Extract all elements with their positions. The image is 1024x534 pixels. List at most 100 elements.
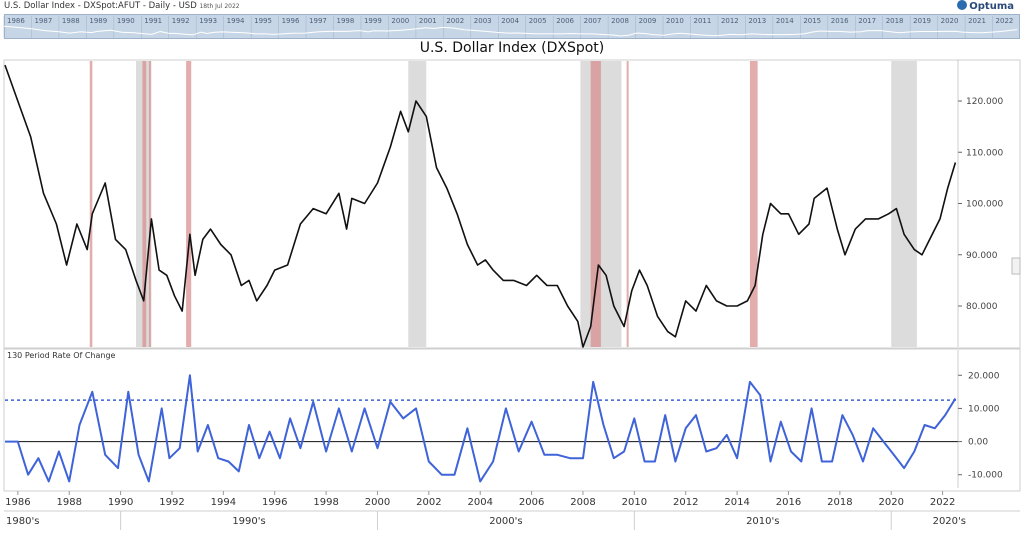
x-tick-label: 1996: [262, 497, 287, 508]
roc-panel: [3, 348, 1021, 492]
x-tick-label: 2006: [519, 497, 544, 508]
price-tick-label: 110.000: [966, 148, 1003, 158]
nav-year-label: 1999: [364, 17, 382, 25]
x-tick-label: 1998: [313, 497, 338, 508]
nav-year-label: 2016: [831, 17, 849, 25]
dollar-index-line: [4, 64, 957, 348]
optuma-logo-text: Optuma: [969, 1, 1014, 12]
x-tick-label: 1992: [159, 497, 184, 508]
x-tick-label: 1990: [108, 497, 133, 508]
price-tick-label: 90.000: [966, 251, 998, 261]
decade-label: 2010's: [746, 516, 779, 527]
roc-line: [5, 374, 957, 483]
decade-label: 2000's: [489, 516, 522, 527]
chart-info: U.S. Dollar Index - DXSpot:AFUT - Daily …: [4, 1, 197, 11]
recession-band: [408, 61, 427, 347]
price-panel: [3, 59, 1021, 349]
highlight-band: [142, 61, 147, 347]
price-tick-label: 100.000: [966, 200, 1003, 210]
x-tick-label: 2000: [365, 497, 390, 508]
nav-year-label: 2015: [803, 17, 821, 25]
highlight-band: [749, 61, 758, 347]
chart-title: U.S. Dollar Index (DXSpot): [419, 40, 605, 56]
nav-year-label: 2014: [776, 17, 794, 25]
nav-year-label: 2009: [639, 17, 657, 25]
nav-year-label: 2018: [886, 17, 904, 25]
nav-year-label: 2004: [501, 17, 519, 25]
decade-label: 2020's: [933, 516, 966, 527]
recession-band: [891, 61, 917, 347]
x-tick-label: 1986: [5, 497, 30, 508]
nav-year-label: 1988: [62, 17, 80, 25]
nav-year-label: 2008: [611, 17, 629, 25]
nav-year-label: 2013: [748, 17, 766, 25]
nav-year-label: 1990: [117, 17, 135, 25]
nav-year-label: 2007: [584, 17, 602, 25]
x-tick-label: 2004: [467, 497, 492, 508]
optuma-logo-icon: [957, 0, 968, 10]
nav-year-label: 1992: [172, 17, 190, 25]
price-tick-label: 80.000: [966, 302, 998, 312]
nav-year-label: 2010: [666, 17, 684, 25]
x-tick-label: 2020: [878, 497, 903, 508]
nav-year-label: 2021: [968, 17, 986, 25]
price-tick-label: 120.000: [966, 97, 1003, 107]
x-tick-label: 2014: [724, 497, 749, 508]
x-tick-label: 2018: [827, 497, 852, 508]
nav-year-label: 1995: [254, 17, 272, 25]
optuma-logo: Optuma: [957, 0, 1014, 12]
nav-mini-line: [3, 25, 1018, 37]
nav-year-label: 2005: [529, 17, 547, 25]
price-axis-ticks: 80.000 90.000 100.000 110.000 120.000: [958, 97, 1003, 312]
nav-year-label: 1993: [199, 17, 217, 25]
roc-tick-label: 10.000: [968, 404, 1000, 414]
nav-year-label: 2003: [474, 17, 492, 25]
x-tick-label: 1988: [56, 497, 81, 508]
nav-year-label: 2002: [446, 17, 464, 25]
x-tick-label: 2008: [570, 497, 595, 508]
roc-axis-ticks: -10.000 0.00 10.000 20.000: [958, 371, 1003, 481]
x-axis-ticks: 1986 1988 1990 1992 1994 1996 1998 2000 2002 2004…: [5, 491, 955, 508]
nav-year-label: 2000: [391, 17, 409, 25]
nav-year-label: 2019: [913, 17, 931, 25]
x-tick-label: 2010: [622, 497, 647, 508]
x-tick-label: 2002: [416, 497, 441, 508]
nav-year-label: 2011: [693, 17, 711, 25]
highlight-band: [590, 61, 601, 347]
roc-panel-title: 130 Period Rate Of Change: [7, 351, 116, 360]
highlight-band: [148, 61, 151, 347]
roc-tick-label: -10.000: [968, 471, 1003, 481]
nav-year-label: 1989: [89, 17, 107, 25]
nav-year-label: 2022: [996, 17, 1014, 25]
chart-date: 18th Jul 2022: [199, 3, 240, 10]
decade-label: 1980's: [6, 516, 39, 527]
nav-year-label: 2006: [556, 17, 574, 25]
nav-year-label: 2017: [858, 17, 876, 25]
x-tick-label: 1994: [211, 497, 236, 508]
decade-labels: 1980's 1990's 2000's 2010's 2020's: [6, 511, 966, 530]
recession-band: [580, 61, 622, 347]
x-tick-label: 2012: [673, 497, 698, 508]
highlight-band: [89, 61, 93, 347]
nav-year-label: 2012: [721, 17, 739, 25]
decade-label: 1990's: [232, 516, 265, 527]
nav-year-label: 1991: [144, 17, 162, 25]
nav-year-label: 2020: [941, 17, 959, 25]
highlight-band: [626, 61, 629, 347]
nav-year-label: 1994: [227, 17, 245, 25]
nav-year-label: 1998: [337, 17, 355, 25]
nav-year-label: 2001: [419, 17, 437, 25]
nav-year-label: 1997: [309, 17, 327, 25]
highlight-band: [186, 61, 192, 347]
roc-tick-label: 0.00: [968, 438, 988, 448]
nav-year-label: 1986: [7, 17, 25, 25]
nav-year-label: 1996: [282, 17, 300, 25]
navigator-years: 1986 1987 1988 1989 1990 1991 1992 1993 1994 1995…: [3, 16, 1018, 38]
panel-resize-handle: [1011, 257, 1021, 275]
x-tick-label: 2022: [930, 497, 955, 508]
nav-year-label: 1987: [34, 17, 52, 25]
navigator-bar[interactable]: [4, 14, 1020, 39]
roc-tick-label: 20.000: [968, 371, 1000, 381]
x-tick-label: 2016: [776, 497, 801, 508]
